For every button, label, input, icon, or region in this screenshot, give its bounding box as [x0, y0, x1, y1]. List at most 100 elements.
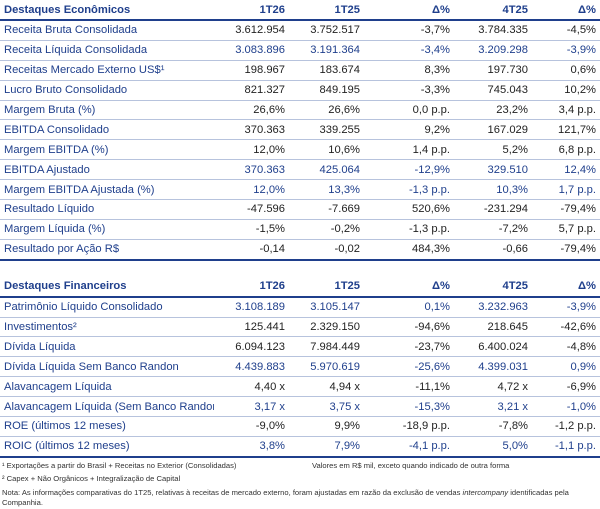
table-row: Alavancagem Líquida (Sem Banco Randon) 3,… — [0, 396, 600, 418]
column-header: 1T26 — [214, 0, 289, 21]
table-cell: 4,72 x — [454, 376, 532, 398]
table-cell: 183.674 — [289, 60, 364, 81]
table-row: ROE (últimos 12 meses) -9,0% 9,9% -18,9 p.p… — [0, 416, 600, 437]
table-cell: 167.029 — [454, 119, 532, 141]
table-cell: 6.400.024 — [454, 336, 532, 358]
row-label: EBITDA Consolidado — [0, 119, 214, 141]
table-cell: 125.441 — [214, 317, 289, 338]
table-cell: 5,0% — [454, 436, 532, 458]
table-cell: -4,8% — [532, 336, 600, 358]
table-cell: -79,4% — [532, 239, 600, 261]
column-header: 1T26 — [214, 276, 289, 298]
table-cell: 3.108.189 — [214, 296, 289, 318]
table-cell: -9,0% — [214, 416, 289, 437]
table-cell: -3,4% — [364, 40, 454, 61]
table-cell: 3.209.298 — [454, 40, 532, 61]
row-label: Alavancagem Líquida (Sem Banco Randon) — [0, 396, 214, 418]
economic-highlights-table: Destaques Econômicos 1T26 1T25 Δ% 4T25 Δ… — [0, 0, 600, 261]
table-cell: 0,1% — [364, 296, 454, 318]
table-cell: 5.970.619 — [289, 356, 364, 378]
row-label: Margem EBITDA Ajustada (%) — [0, 179, 214, 201]
table-cell: 12,0% — [214, 139, 289, 161]
table-row: Margem EBITDA Ajustada (%) 12,0% 13,3% -1,3… — [0, 179, 600, 201]
table-row: Margem EBITDA (%) 12,0% 10,6% 1,4 p.p. 5,2% 6… — [0, 139, 600, 161]
table-cell: 13,3% — [289, 179, 364, 201]
table-cell: 4,94 x — [289, 376, 364, 398]
table-cell: 197.730 — [454, 60, 532, 81]
table-cell: 1,4 p.p. — [364, 139, 454, 161]
table-cell: -1,3 p.p. — [364, 219, 454, 240]
table-row: Resultado Líquido -47.596 -7.669 520,6% -231… — [0, 199, 600, 220]
column-header: 1T25 — [289, 276, 364, 298]
row-label: Margem EBITDA (%) — [0, 139, 214, 161]
table-cell: -42,6% — [532, 317, 600, 338]
table-cell: 3,8% — [214, 436, 289, 458]
table-cell: 1,7 p.p. — [532, 179, 600, 201]
table-cell: 7.984.449 — [289, 336, 364, 358]
table-body: Patrimônio Líquido Consolidado 3.108.189 3… — [0, 296, 600, 458]
table-row: Receita Bruta Consolidada 3.612.954 3.752.… — [0, 20, 600, 41]
table-cell: -0,2% — [289, 219, 364, 240]
table-cell: 8,3% — [364, 60, 454, 81]
table-row: Dívida Líquida Sem Banco Randon 4.439.883… — [0, 356, 600, 378]
table-cell: 6,8 p.p. — [532, 139, 600, 161]
table-cell: -79,4% — [532, 199, 600, 220]
table-cell: -3,7% — [364, 20, 454, 41]
table-cell: 339.255 — [289, 119, 364, 141]
table-cell: 7,9% — [289, 436, 364, 458]
table-cell: 3.083.896 — [214, 40, 289, 61]
section-spacer — [0, 261, 600, 277]
table-cell: 3.784.335 — [454, 20, 532, 41]
table-cell: 4.399.031 — [454, 356, 532, 378]
table-row: Alavancagem Líquida 4,40 x 4,94 x -11,1% 4,7… — [0, 376, 600, 398]
table-cell: 198.967 — [214, 60, 289, 81]
table-cell: 26,6% — [214, 100, 289, 121]
table-body: Receita Bruta Consolidada 3.612.954 3.752.… — [0, 20, 600, 261]
table-cell: 3.191.364 — [289, 40, 364, 61]
table-cell: 3,17 x — [214, 396, 289, 418]
table-cell: 484,3% — [364, 239, 454, 261]
column-header: Δ% — [364, 276, 454, 298]
column-header: Destaques Econômicos — [0, 0, 214, 21]
row-label: Lucro Bruto Consolidado — [0, 80, 214, 101]
table-cell: 3,21 x — [454, 396, 532, 418]
column-header: Δ% — [532, 0, 600, 21]
row-label: Dívida Líquida — [0, 336, 214, 358]
row-label: EBITDA Ajustado — [0, 159, 214, 181]
table-cell: -1,5% — [214, 219, 289, 240]
table-cell: 10,2% — [532, 80, 600, 101]
table-cell: -0,14 — [214, 239, 289, 261]
table-cell: -3,9% — [532, 296, 600, 318]
table-row: Receitas Mercado Externo US$¹ 198.967 183.… — [0, 60, 600, 81]
table-row: EBITDA Consolidado 370.363 339.255 9,2% 167.… — [0, 119, 600, 141]
table-cell: 26,6% — [289, 100, 364, 121]
table-cell: 10,3% — [454, 179, 532, 201]
row-label: Dívida Líquida Sem Banco Randon — [0, 356, 214, 378]
table-cell: -1,2 p.p. — [532, 416, 600, 437]
table-cell: 745.043 — [454, 80, 532, 101]
row-label: Resultado por Ação R$ — [0, 239, 214, 261]
table-cell: 0,9% — [532, 356, 600, 378]
table-cell: -18,9 p.p. — [364, 416, 454, 437]
table-cell: 9,9% — [289, 416, 364, 437]
table-cell: 3,4 p.p. — [532, 100, 600, 121]
table-cell: 821.327 — [214, 80, 289, 101]
row-label: Investimentos² — [0, 317, 214, 338]
table-cell: 3.105.147 — [289, 296, 364, 318]
table-row: EBITDA Ajustado 370.363 425.064 -12,9% 329.5… — [0, 159, 600, 181]
table-cell: 849.195 — [289, 80, 364, 101]
table-cell: 9,2% — [364, 119, 454, 141]
table-cell: 4,40 x — [214, 376, 289, 398]
row-label: Alavancagem Líquida — [0, 376, 214, 398]
table-cell: -0,02 — [289, 239, 364, 261]
table-cell: -15,3% — [364, 396, 454, 418]
footnotes: ¹ Exportações a partir do Brasil + Recei… — [0, 461, 600, 509]
table-cell: -4,1 p.p. — [364, 436, 454, 458]
table-cell: -1,0% — [532, 396, 600, 418]
row-label: Receita Líquida Consolidada — [0, 40, 214, 61]
footnote-1: ¹ Exportações a partir do Brasil + Recei… — [2, 460, 237, 470]
table-cell: 425.064 — [289, 159, 364, 181]
table-cell: 12,0% — [214, 179, 289, 201]
table-cell: 5,7 p.p. — [532, 219, 600, 240]
